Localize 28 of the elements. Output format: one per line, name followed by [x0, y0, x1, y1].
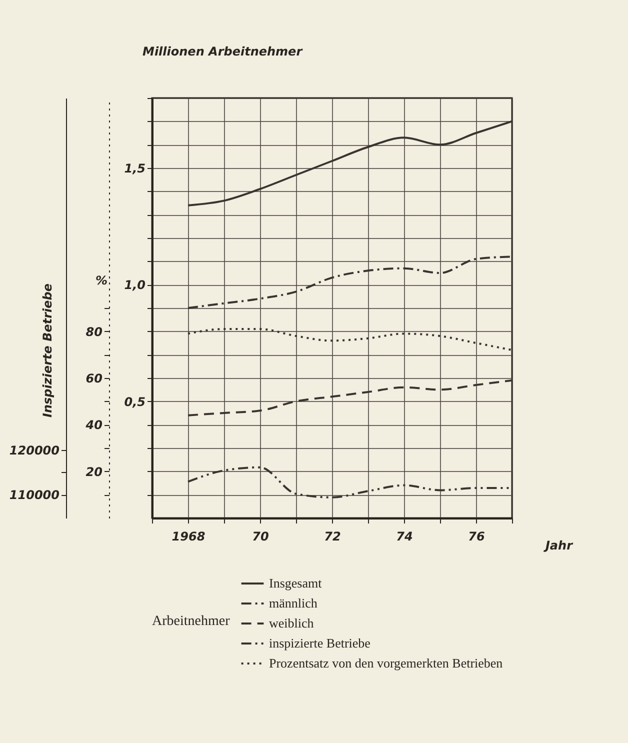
line-series: [187, 379, 513, 416]
legend-title: Arbeitnehmer: [152, 614, 230, 629]
y-tick-label: 1,0: [124, 278, 146, 292]
y2-tick-label: 20: [86, 464, 102, 479]
x-tick-label: 72: [324, 530, 341, 544]
y-tick-label: 1,5: [124, 162, 146, 176]
x-axis-title: Jahr: [543, 538, 574, 552]
x-tick-label: 1968: [172, 530, 206, 544]
y2-tick-label: 80: [86, 324, 102, 339]
y3-tick-label: 120000: [9, 443, 60, 458]
x-tick-label: 70: [252, 530, 269, 544]
y-tick-label: 0,5: [124, 394, 146, 409]
legend-label: männlich: [269, 596, 318, 610]
legend-label: Prozentsatz von den vorgemerkten Betrieben: [269, 656, 504, 670]
y2-tick-label: 60: [86, 372, 102, 386]
y3-axis-title: Inspizierte Betriebe: [40, 284, 54, 418]
x-tick-label: 76: [468, 530, 485, 544]
x-tick-label: 74: [396, 530, 413, 544]
line-series: [187, 256, 513, 309]
legend-label: inspizierte Betriebe: [269, 636, 371, 650]
y-axis-title: Millionen Arbeitnehmer: [142, 44, 304, 58]
line-series: [187, 120, 513, 206]
legend-label: Insgesamt: [269, 576, 322, 590]
y2-axis-title: %: [95, 274, 108, 288]
y2-tick-label: 40: [84, 418, 102, 432]
y3-tick-label: 110000: [9, 488, 60, 502]
line-series: [187, 328, 513, 351]
legend-label: weiblich: [269, 616, 314, 630]
